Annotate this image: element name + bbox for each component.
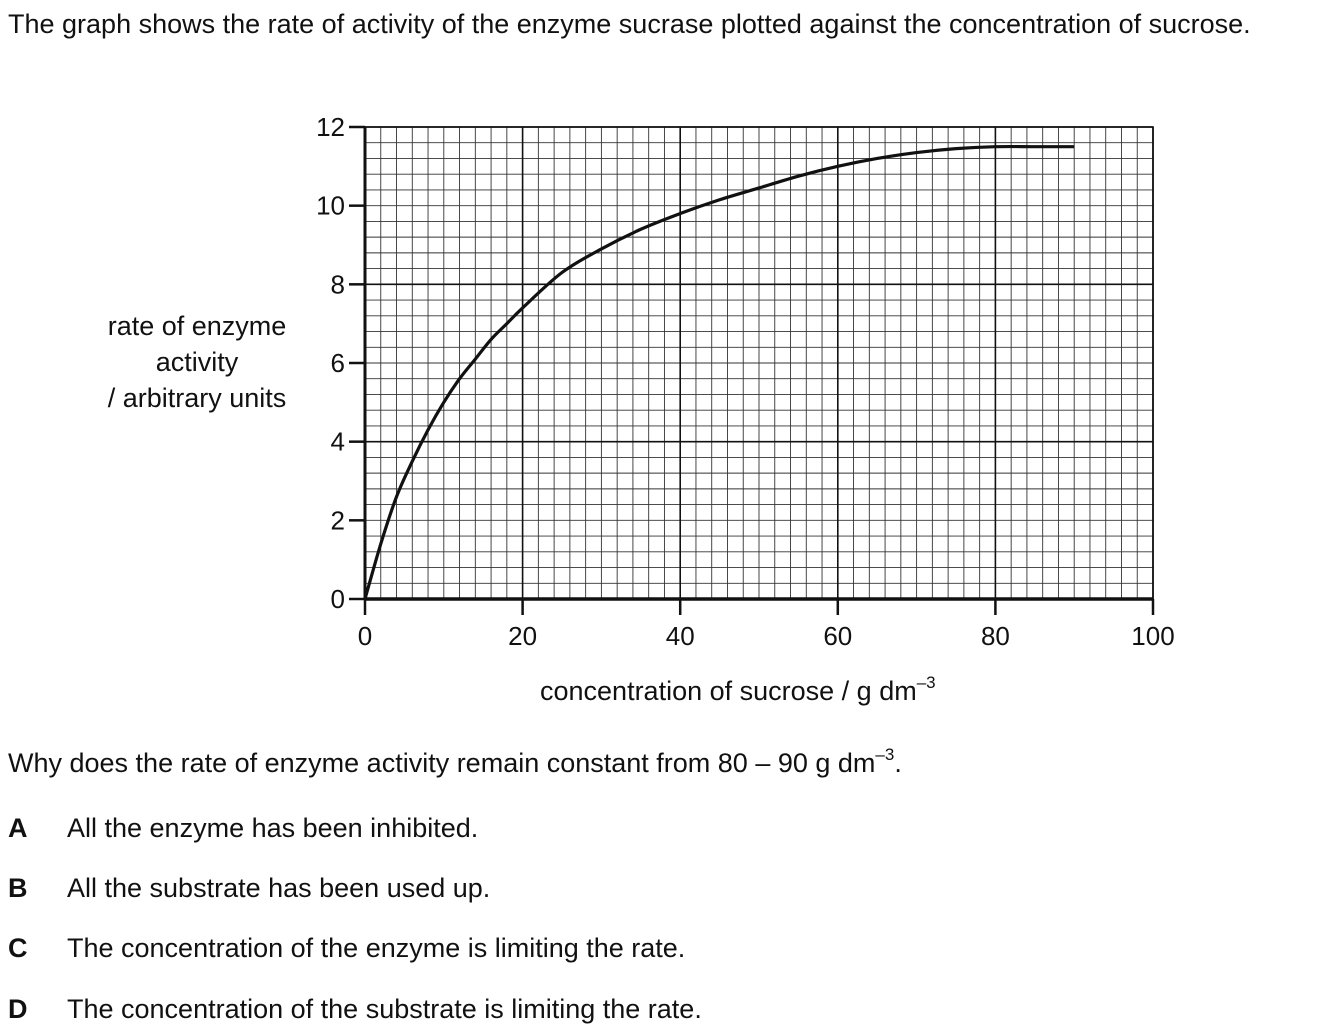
option-text: The concentration of the enzyme is limit… — [67, 933, 686, 963]
y-tick-label: 0 — [331, 584, 345, 614]
y-tick-label: 12 — [316, 112, 345, 142]
x-tick-label: 20 — [508, 621, 537, 651]
question-body: Why does the rate of enzyme activity rem… — [8, 748, 876, 778]
y-axis-label: rate of enzyme activity / arbitrary unit… — [70, 308, 324, 416]
intro-text: The graph shows the rate of activity of … — [8, 9, 1251, 39]
x-axis-label-text: concentration of sucrose / g dm — [540, 676, 917, 706]
x-tick-label: 40 — [666, 621, 695, 651]
y-axis-label-line-2: activity — [155, 347, 239, 377]
option-letter: C — [8, 933, 28, 963]
question-end: . — [894, 748, 902, 778]
option-text: All the substrate has been used up. — [67, 873, 491, 903]
data-series — [363, 144, 1075, 600]
question-exponent: –3 — [875, 745, 895, 764]
option-letter: B — [8, 873, 28, 903]
option-letter: D — [8, 994, 28, 1024]
question-text: Why does the rate of enzyme activity rem… — [8, 745, 902, 779]
y-tick-label: 8 — [331, 269, 345, 299]
y-tick-label: 2 — [331, 505, 345, 535]
x-tick-label: 100 — [1131, 621, 1174, 651]
rate-curve — [363, 144, 1075, 600]
x-tick-label: 80 — [981, 621, 1010, 651]
y-tick-label: 6 — [331, 348, 345, 378]
y-tick-label: 10 — [316, 191, 345, 221]
minor-gridlines — [365, 127, 1153, 599]
x-axis-label: concentration of sucrose / g dm–3 — [540, 673, 936, 707]
x-tick-label: 0 — [358, 621, 372, 651]
option-letter: A — [8, 813, 28, 843]
y-tick-label: 4 — [331, 427, 345, 457]
tick-labels: 0 2 4 6 8 10 12 0 20 40 60 80 100 — [316, 112, 1175, 651]
option-text: All the enzyme has been inhibited. — [67, 813, 479, 843]
option-text: The concentration of the substrate is li… — [67, 994, 702, 1024]
y-axis-label-line-1: rate of enzyme — [107, 311, 287, 341]
x-tick-label: 60 — [823, 621, 852, 651]
y-axis-label-line-3: / arbitrary units — [107, 383, 287, 413]
tick-marks — [349, 125, 1155, 615]
x-axis-label-exponent: –3 — [916, 673, 936, 692]
enzyme-rate-chart: 0 2 4 6 8 10 12 0 20 40 60 80 100 — [316, 112, 1175, 651]
